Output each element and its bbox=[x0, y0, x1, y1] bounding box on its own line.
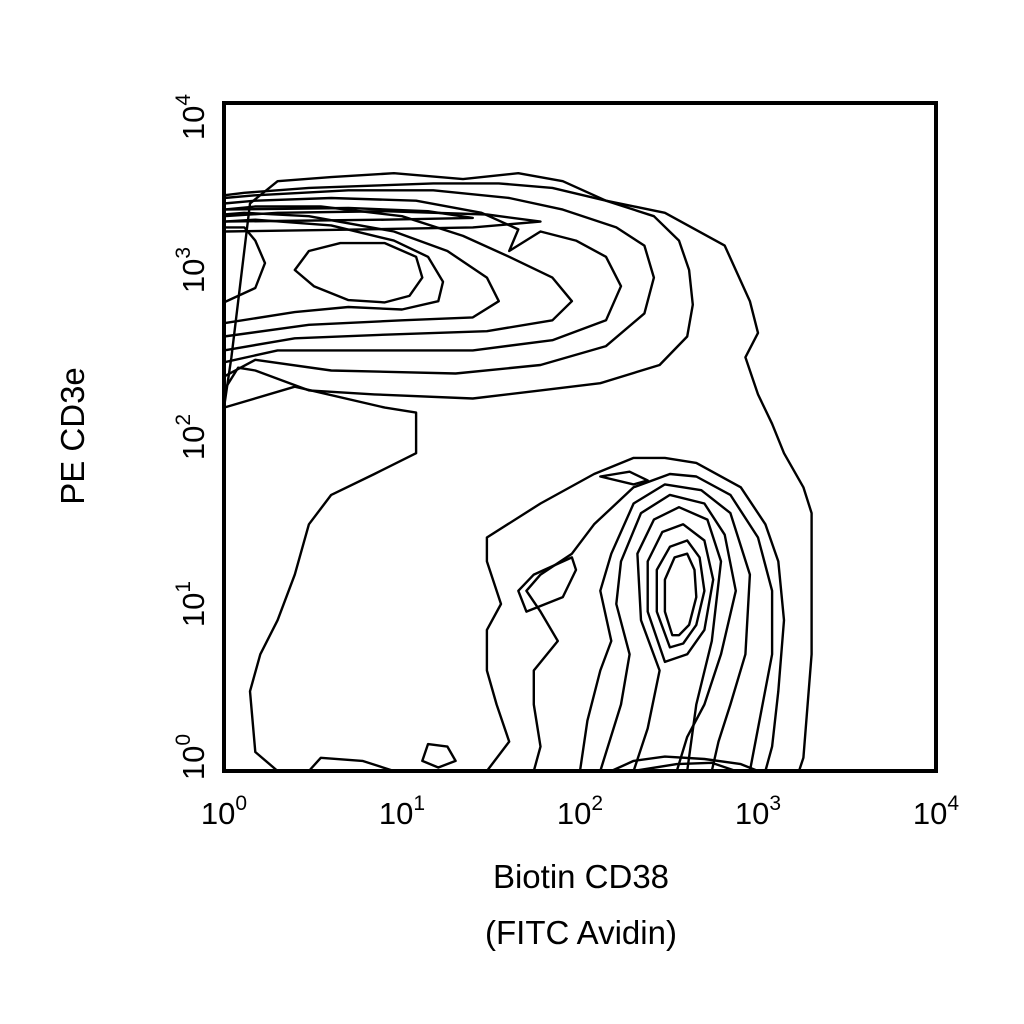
x-tick-label-4: 104 bbox=[913, 792, 959, 831]
contour-line-19 bbox=[632, 506, 723, 772]
y-tick-label-3: 103 bbox=[172, 247, 211, 293]
contour-line-9 bbox=[223, 226, 267, 304]
x-tick-4: 104 bbox=[913, 792, 959, 831]
contour-line-22 bbox=[663, 552, 698, 637]
x-tick-2: 102 bbox=[557, 792, 603, 831]
y-tick-4: 104 bbox=[172, 94, 211, 140]
contour-line-13 bbox=[421, 742, 457, 769]
x-tick-label-1: 101 bbox=[379, 792, 425, 831]
contour-line-1 bbox=[222, 171, 813, 773]
contour-layer bbox=[222, 171, 813, 773]
contour-line-14 bbox=[485, 456, 786, 772]
contour-line-25 bbox=[599, 470, 649, 486]
contour-line-5 bbox=[223, 205, 574, 352]
y-tick-label-0: 100 bbox=[172, 734, 211, 780]
contour-line-4 bbox=[223, 196, 623, 364]
y-axis-label: PE CD3e bbox=[54, 367, 91, 505]
contour-line-7 bbox=[223, 218, 445, 325]
y-tick-1: 101 bbox=[172, 581, 211, 627]
x-tick-0: 100 bbox=[201, 792, 247, 831]
contour-line-17 bbox=[578, 483, 752, 772]
y-tick-label-2: 102 bbox=[172, 414, 211, 460]
contour-line-23 bbox=[610, 755, 759, 773]
contour-line-3 bbox=[223, 189, 656, 378]
contour-line-20 bbox=[646, 523, 715, 664]
x-axis-label-line-1: Biotin CD38 bbox=[493, 858, 669, 895]
contour-line-16 bbox=[517, 556, 578, 613]
contour-line-6 bbox=[223, 211, 500, 338]
contour-line-8 bbox=[293, 241, 424, 304]
y-tick-2: 102 bbox=[172, 414, 211, 460]
contour-line-18 bbox=[599, 493, 737, 772]
contour-line-15 bbox=[525, 472, 774, 772]
x-axis-ticks: 100 101 102 103 104 bbox=[201, 792, 959, 831]
contour-line-2 bbox=[222, 182, 694, 400]
x-tick-3: 103 bbox=[735, 792, 781, 831]
contour-line-24 bbox=[633, 761, 737, 773]
x-tick-label-2: 102 bbox=[557, 792, 603, 831]
y-tick-0: 100 bbox=[172, 734, 211, 780]
y-axis-ticks: 100 101 102 103 104 bbox=[172, 94, 211, 780]
x-tick-label-0: 100 bbox=[201, 792, 247, 831]
contour-line-10 bbox=[223, 209, 542, 233]
contour-line-11 bbox=[223, 206, 474, 223]
y-tick-label-4: 104 bbox=[172, 94, 211, 140]
x-tick-1: 101 bbox=[379, 792, 425, 831]
y-tick-label-1: 101 bbox=[172, 581, 211, 627]
plot-frame bbox=[222, 101, 938, 773]
contour-line-21 bbox=[655, 539, 706, 649]
x-axis-label-line-2: (FITC Avidin) bbox=[485, 914, 677, 951]
y-tick-3: 103 bbox=[172, 247, 211, 293]
x-tick-label-3: 103 bbox=[735, 792, 781, 831]
